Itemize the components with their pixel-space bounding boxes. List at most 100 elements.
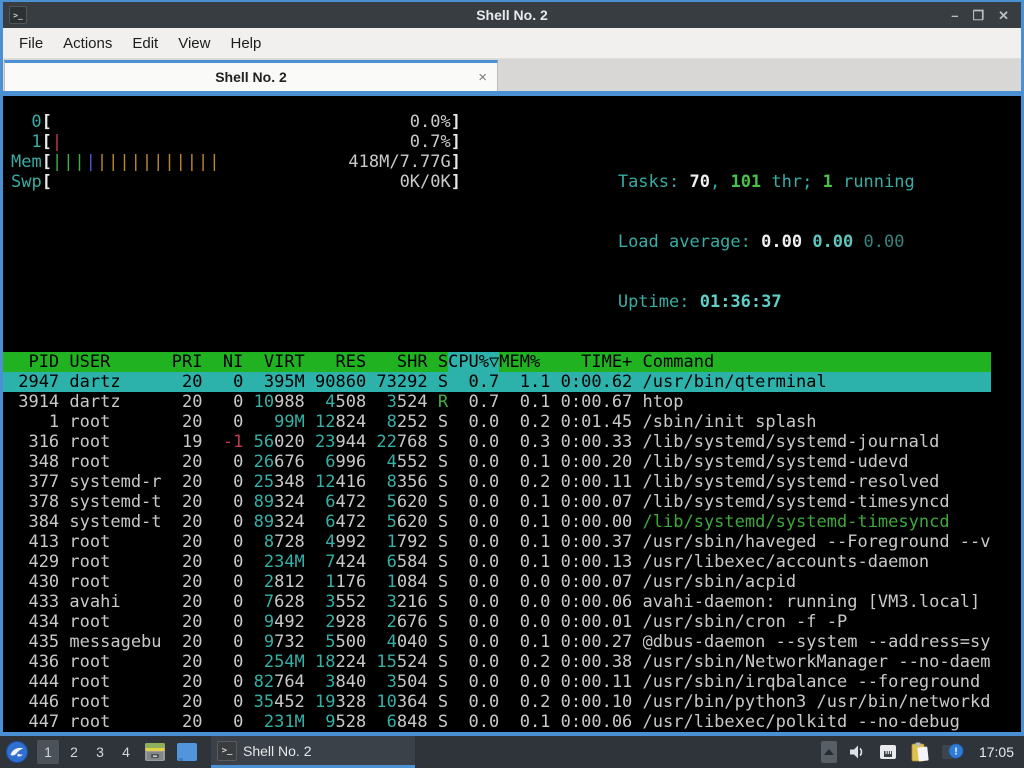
volume-icon[interactable] [847,742,867,762]
file-manager-launcher[interactable] [142,739,168,765]
cell-state: S [437,672,449,692]
cell-res: 9528 [325,712,367,732]
cell-user: systemd-t [69,512,162,532]
htop-header-area: 0[ 0.0% ] 1[ | 0.7% ] M [3,112,1021,332]
process-row[interactable]: 377 systemd-r 20 0 25348 12416 8356 S 0.… [3,472,991,492]
load-1min: 0.00 [761,232,813,252]
cell-time: 0:00.20 [560,452,633,472]
cell-virt: 7628 [263,592,305,612]
process-row[interactable]: 447 root 20 0 231M 9528 6848 S 0.0 0.1 0… [3,712,991,732]
process-row[interactable]: 430 root 20 0 2812 1176 1084 S 0.0 0.0 0… [3,572,991,592]
htop-sysinfo: Tasks: 70, 101 thr; 1 running Load avera… [495,112,915,332]
process-row[interactable]: 316 root 19 -1 56020 23944 22768 S 0.0 0… [3,432,991,452]
cell-pri: 20 [181,372,203,392]
cell-state: S [437,632,449,652]
process-row[interactable]: 3914 dartz 20 0 10988 4508 3524 R 0.7 0.… [3,392,991,412]
process-row[interactable]: 446 root 20 0 35452 19328 10364 S 0.0 0.… [3,692,991,712]
cell-virt: 234M [263,552,305,572]
menu-item[interactable]: File [19,34,44,52]
process-row[interactable]: 429 root 20 0 234M 7424 6584 S 0.0 0.1 0… [3,552,991,572]
cell-cpu: 0.0 [468,672,500,692]
workspace-button[interactable]: 2 [70,744,78,760]
cell-virt: 9492 [263,612,305,632]
cell-virt: 9732 [263,632,305,652]
col-header-cpu-sort[interactable]: CPU%▽ [448,352,500,372]
cell-res: 90860 [315,372,367,392]
tab-close-icon[interactable]: × [478,68,487,86]
process-row[interactable]: 413 root 20 0 8728 4992 1792 S 0.0 0.1 0… [3,532,991,552]
cell-pid: 444 [28,672,60,692]
titlebar[interactable]: >_ Shell No. 2 – ❐ ✕ [3,2,1021,28]
col-header-res[interactable]: RES [335,352,367,372]
cell-res: 4992 [325,532,367,552]
workspace-button[interactable]: 4 [122,744,130,760]
cell-command: /lib/systemd/systemd-timesyncd [642,492,950,512]
cell-virt: 10988 [253,392,305,412]
cell-shr: 10364 [376,692,428,712]
cell-user: root [69,692,111,712]
cell-mem: 0.1 [519,392,551,412]
process-row[interactable]: 435 messagebu 20 0 9732 5500 4040 S 0.0 … [3,632,991,652]
col-header-s[interactable]: S [437,352,449,372]
cell-pri: 19 [181,432,203,452]
taskbar-task-shell-no-2[interactable]: >_ Shell No. 2 [211,736,415,768]
workspace-button[interactable]: 3 [96,744,104,760]
cell-time: 0:00.37 [560,532,633,552]
start-menu-button[interactable] [5,740,29,764]
minimize-button[interactable]: – [951,7,959,23]
cell-pid: 378 [28,492,60,512]
terminal-task-icon: >_ [217,740,237,761]
cell-cpu: 0.0 [468,532,500,552]
cell-ni: 0 [233,652,244,672]
cell-time: 0:00.07 [560,492,633,512]
desktop-launcher[interactable] [174,739,200,765]
process-row[interactable]: 433 avahi 20 0 7628 3552 3216 S 0.0 0.0 … [3,592,991,612]
cell-time: 0:00.13 [560,552,633,572]
restore-button[interactable]: ❐ [972,7,985,23]
col-header-command[interactable]: Command [642,352,715,372]
cell-mem: 0.2 [519,692,551,712]
terminal-screen[interactable]: 0[ 0.0% ] 1[ | 0.7% ] M [3,96,1021,732]
workspace-button[interactable]: 1 [37,740,59,764]
taskbar-clock[interactable]: 17:05 [978,744,1014,760]
cell-ni: 0 [233,712,244,732]
process-row[interactable]: 378 systemd-t 20 0 89324 6472 5620 S 0.0… [3,492,991,512]
col-header-virt[interactable]: VIRT [263,352,305,372]
menu-item[interactable]: View [178,34,211,52]
col-header-shr[interactable]: SHR [396,352,428,372]
svg-text:!: ! [954,746,957,757]
col-header-time[interactable]: TIME+ [581,352,633,372]
cell-pid: 413 [28,532,60,552]
menu-item[interactable]: Help [230,34,262,52]
col-header-user[interactable]: USER [69,352,111,372]
cell-pid: 434 [28,612,60,632]
menu-item[interactable]: Edit [132,34,159,52]
process-row[interactable]: 444 root 20 0 82764 3840 3504 S 0.0 0.0 … [3,672,991,692]
process-row[interactable]: 436 root 20 0 254M 18224 15524 S 0.0 0.2… [3,652,991,672]
col-header-mem[interactable]: MEM% [499,352,541,372]
tab-accent-strip [3,91,1021,96]
menu-item[interactable]: Actions [63,34,113,52]
cell-mem: 0.2 [519,652,551,672]
network-icon[interactable] [877,742,899,762]
cell-user: dartz [69,392,121,412]
cell-time: 0:00.10 [560,692,633,712]
cell-pid: 316 [28,432,60,452]
col-header-pid[interactable]: PID [28,352,60,372]
update-notifier-icon[interactable]: ! [941,741,965,763]
process-row[interactable]: 2947 dartz 20 0 395M 90860 73292 S 0.7 1… [3,372,991,392]
process-row[interactable]: 384 systemd-t 20 0 89324 6472 5620 S 0.0… [3,512,991,532]
tab-shell-no-2[interactable]: Shell No. 2 × [4,60,498,91]
process-row[interactable]: 348 root 20 0 26676 6996 4552 S 0.0 0.1 … [3,452,991,472]
col-header-ni[interactable]: NI [222,352,244,372]
cell-pri: 20 [181,532,203,552]
process-row[interactable]: 1 root 20 0 99M 12824 8252 S 0.0 0.2 0:0… [3,412,991,432]
load-average-line: Load average: 0.00 0.00 0.00 [617,232,905,252]
cell-time: 0:00.06 [560,592,633,612]
clipboard-icon[interactable] [909,741,931,763]
tray-expand-button[interactable] [820,741,837,763]
cell-ni: 0 [233,512,244,532]
close-button[interactable]: ✕ [998,7,1009,23]
process-row[interactable]: 434 root 20 0 9492 2928 2676 S 0.0 0.0 0… [3,612,991,632]
col-header-pri[interactable]: PRI [171,352,203,372]
